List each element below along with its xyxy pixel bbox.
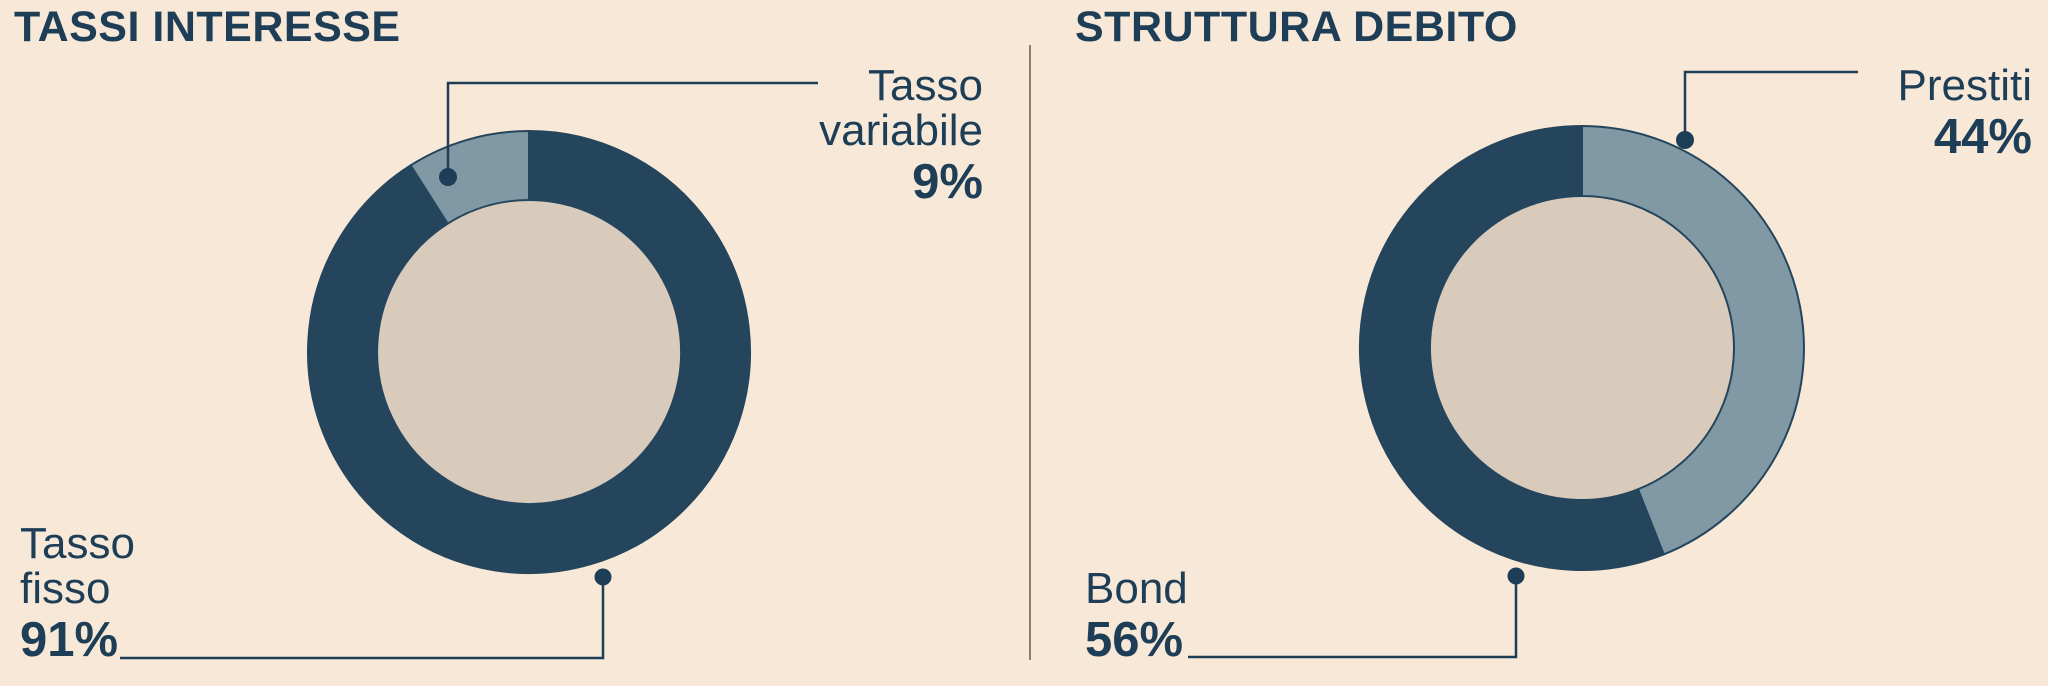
segment-value-prestiti: 44% <box>1933 110 2032 164</box>
donut-segment-prestiti <box>1581 125 1805 556</box>
leader-dot-prestiti <box>1676 131 1694 149</box>
donut-segment-bond <box>1358 125 1665 571</box>
segment-value-bond: 56% <box>1085 613 1184 667</box>
segment-value-tasso-fisso: 91% <box>20 613 119 667</box>
callout-prestiti: Prestiti 44% <box>1832 63 2032 163</box>
segment-label-tasso-variabile: Tasso variabile <box>819 61 983 155</box>
donut-hole-1 <box>1430 196 1734 500</box>
callout-bond: Bond 56% <box>1085 566 1305 666</box>
leader-line-tasso-variabile <box>446 81 818 177</box>
leader-dot-tasso-fisso <box>594 568 612 586</box>
leader-dot-tasso-variabile <box>439 168 457 186</box>
leader-line-prestiti <box>1683 70 1858 140</box>
donut-hole-0 <box>377 200 681 504</box>
chart-title-struttura-debito: STRUTTURA DEBITO <box>1075 3 1518 51</box>
leader-line-bond <box>1188 576 1518 659</box>
segment-label-prestiti: Prestiti <box>1897 61 2032 110</box>
callout-tasso-fisso: Tasso fisso 91% <box>20 521 190 666</box>
donut-segment-tasso-fisso <box>307 130 751 574</box>
divider-line <box>1029 45 1031 660</box>
segment-label-tasso-fisso: Tasso fisso <box>20 519 135 613</box>
leader-dot-bond <box>1507 567 1525 585</box>
segment-label-bond: Bond <box>1085 564 1188 613</box>
chart-title-tassi-interesse: TASSI INTERESSE <box>14 3 401 51</box>
leader-line-tasso-fisso <box>120 577 605 660</box>
callout-tasso-variabile: Tasso variabile 9% <box>763 63 983 208</box>
segment-value-tasso-variabile: 9% <box>912 155 983 209</box>
